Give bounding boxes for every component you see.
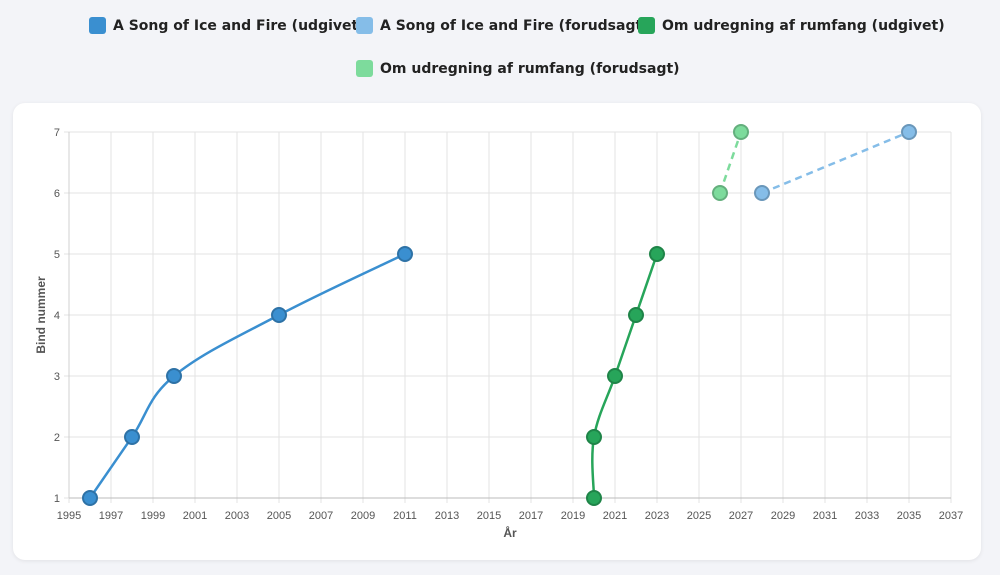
legend-item-asoiaf-predicted[interactable]: A Song of Ice and Fire (forudsagt) — [356, 17, 649, 34]
x-tick-label: 2037 — [939, 510, 963, 522]
x-tick-label: 2005 — [267, 510, 291, 522]
data-point — [649, 246, 665, 262]
x-tick-label: 2011 — [393, 510, 417, 522]
x-tick-label: 2033 — [855, 510, 879, 522]
y-tick-label: 7 — [54, 127, 60, 139]
y-tick-label: 5 — [54, 249, 60, 261]
legend-label: A Song of Ice and Fire (udgivet) — [113, 17, 365, 34]
data-point — [166, 368, 182, 384]
chart-card — [13, 103, 981, 560]
legend-label: Om udregning af rumfang (forudsagt) — [380, 60, 680, 77]
x-tick-label: 2031 — [813, 510, 837, 522]
series-line — [88, 252, 406, 499]
y-tick-label: 2 — [54, 432, 60, 444]
x-tick-label: 2019 — [561, 510, 585, 522]
x-tick-label: 2027 — [729, 510, 753, 522]
x-tick-label: 2013 — [435, 510, 459, 522]
x-tick-label: 1997 — [99, 510, 123, 522]
legend-item-asoiaf-published[interactable]: A Song of Ice and Fire (udgivet) — [89, 17, 365, 34]
legend-label: A Song of Ice and Fire (forudsagt) — [380, 17, 649, 34]
x-tick-label: 2015 — [477, 510, 501, 522]
legend-item-volume-predicted[interactable]: Om udregning af rumfang (forudsagt) — [356, 60, 680, 77]
data-point — [733, 124, 749, 140]
legend-label: Om udregning af rumfang (udgivet) — [662, 17, 945, 34]
x-tick-label: 2025 — [687, 510, 711, 522]
series-line — [718, 131, 743, 194]
legend-swatch — [638, 17, 655, 34]
data-point — [586, 490, 602, 506]
x-tick-label: 2023 — [645, 510, 669, 522]
y-tick-label: 6 — [54, 188, 60, 200]
data-point — [82, 490, 98, 506]
x-tick-label: 1999 — [141, 510, 165, 522]
series-line — [761, 130, 910, 195]
data-point — [271, 307, 287, 323]
data-point — [124, 429, 140, 445]
legend-swatch — [89, 17, 106, 34]
data-point — [397, 246, 413, 262]
x-tick-label: 2017 — [519, 510, 543, 522]
legend-item-volume-published[interactable]: Om udregning af rumfang (udgivet) — [638, 17, 945, 34]
x-tick-label: 2021 — [603, 510, 627, 522]
legend-swatch — [356, 60, 373, 77]
legend-swatch — [356, 17, 373, 34]
x-tick-label: 2003 — [225, 510, 249, 522]
y-tick-label: 4 — [54, 310, 60, 322]
y-tick-label: 1 — [54, 493, 60, 505]
x-tick-label: 1995 — [57, 510, 81, 522]
x-tick-label: 2029 — [771, 510, 795, 522]
x-tick-label: 2001 — [183, 510, 207, 522]
data-point — [901, 124, 917, 140]
data-point — [712, 185, 728, 201]
y-axis-title: Bind nummer — [34, 276, 48, 354]
x-tick-label: 2007 — [309, 510, 333, 522]
chart-legend: A Song of Ice and Fire (udgivet) A Song … — [0, 0, 1000, 100]
x-axis-title: År — [503, 525, 517, 540]
data-point — [586, 429, 602, 445]
data-point — [754, 185, 770, 201]
data-point — [628, 307, 644, 323]
x-tick-label: 2009 — [351, 510, 375, 522]
y-tick-label: 3 — [54, 371, 60, 383]
data-point — [607, 368, 623, 384]
x-tick-label: 2035 — [897, 510, 921, 522]
